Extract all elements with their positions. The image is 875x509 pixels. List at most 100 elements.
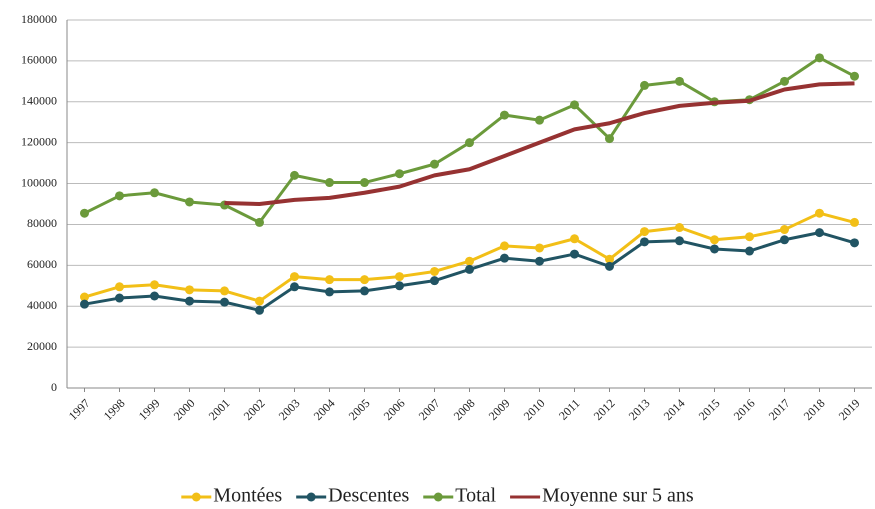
point [185, 197, 194, 207]
point [815, 228, 824, 238]
point [185, 296, 194, 306]
legend-label: Moyenne sur 5 ans [542, 485, 694, 507]
point [185, 285, 194, 295]
point [115, 282, 124, 292]
point [430, 159, 439, 169]
point [395, 281, 404, 291]
legend-label: Total [455, 485, 496, 507]
y-tick-label: 60000 [27, 257, 57, 271]
x-tick-label: 2010 [521, 396, 548, 423]
point [465, 264, 474, 274]
x-tick-label: 2006 [381, 396, 408, 423]
point [150, 291, 159, 301]
point [325, 178, 334, 188]
y-tick-label: 20000 [27, 339, 57, 353]
x-tick-label: 2014 [661, 396, 688, 423]
point [115, 293, 124, 303]
point [780, 76, 789, 86]
point [395, 169, 404, 179]
y-tick-label: 160000 [21, 53, 57, 67]
x-tick-label: 1997 [66, 396, 93, 423]
x-tick-label: 2009 [486, 396, 513, 423]
point [430, 266, 439, 276]
point [850, 217, 859, 227]
point [745, 246, 754, 256]
point [570, 249, 579, 259]
x-tick-label: 2003 [276, 396, 303, 423]
point [290, 170, 299, 180]
x-tick-label: 2007 [416, 396, 443, 423]
x-tick-label: 2004 [311, 396, 338, 423]
y-tick-label: 100000 [21, 175, 57, 189]
point [220, 297, 229, 307]
point [325, 275, 334, 285]
x-tick-label: 2002 [241, 396, 268, 423]
legend-label: Descentes [328, 485, 409, 507]
point [570, 234, 579, 244]
point [675, 76, 684, 86]
x-tick-label: 2001 [206, 396, 233, 423]
point [80, 208, 89, 218]
x-tick-label: 1998 [101, 396, 128, 423]
point [360, 275, 369, 285]
legend-marker [306, 492, 316, 502]
x-tick-label: 2005 [346, 396, 373, 423]
x-tick-label: 2018 [801, 396, 828, 423]
legend-marker [191, 492, 201, 502]
x-tick-label: 2011 [556, 396, 583, 423]
point [80, 299, 89, 309]
y-tick-label: 120000 [21, 134, 57, 148]
point [535, 256, 544, 266]
point [255, 305, 264, 315]
point [605, 254, 614, 264]
legend-marker [433, 492, 443, 502]
point [290, 282, 299, 292]
point [150, 280, 159, 290]
point [745, 232, 754, 242]
point [255, 217, 264, 227]
point [780, 235, 789, 245]
point [815, 53, 824, 63]
x-tick-label: 2017 [766, 396, 793, 423]
x-tick-label: 2019 [836, 396, 863, 423]
series-line [224, 81, 855, 206]
point [640, 227, 649, 237]
x-tick-label: 2000 [171, 396, 198, 423]
point [535, 243, 544, 253]
point [570, 100, 579, 110]
point [710, 235, 719, 245]
point [605, 134, 614, 144]
x-tick-label: 2013 [626, 396, 653, 423]
point [640, 237, 649, 247]
x-tick-label: 2012 [591, 396, 618, 423]
y-tick-label: 40000 [27, 298, 57, 312]
point [255, 296, 264, 306]
y-tick-label: 140000 [21, 94, 57, 108]
point [500, 253, 509, 263]
x-tick-label: 2015 [696, 396, 723, 423]
point [640, 80, 649, 90]
point [710, 244, 719, 254]
point [150, 188, 159, 198]
y-tick-label: 0 [51, 380, 57, 394]
point [325, 287, 334, 297]
point [535, 115, 544, 125]
y-tick-label: 80000 [27, 216, 57, 230]
point [675, 223, 684, 233]
point [465, 256, 474, 266]
point [360, 286, 369, 296]
point [850, 238, 859, 248]
legend-label: Montées [213, 485, 282, 507]
x-tick-label: 2008 [451, 396, 478, 423]
x-tick-label: 2016 [731, 396, 758, 423]
point [115, 191, 124, 201]
legend: Montées Descentes Total Moyenne sur 5 ans [181, 485, 694, 507]
point [675, 236, 684, 246]
point [500, 241, 509, 251]
point [220, 286, 229, 296]
point [430, 276, 439, 286]
point [850, 71, 859, 81]
y-tick-label: 180000 [21, 12, 57, 26]
point [605, 261, 614, 271]
